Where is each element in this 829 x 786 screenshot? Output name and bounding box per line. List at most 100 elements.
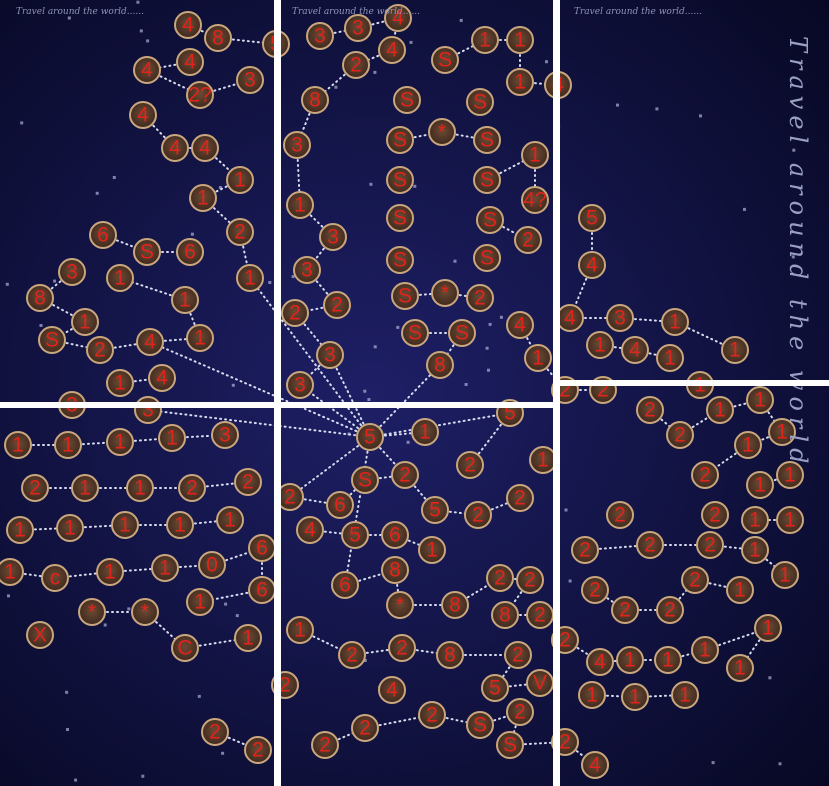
node-label: 1 xyxy=(679,684,691,707)
skill-node xyxy=(106,369,134,397)
node-label: 5 xyxy=(586,207,598,230)
node-label: 1 xyxy=(14,519,26,542)
node-label: 1 xyxy=(537,449,549,472)
skill-node xyxy=(671,681,699,709)
skill-node xyxy=(506,484,534,512)
node-label: S xyxy=(393,249,407,272)
skill-node xyxy=(393,86,421,114)
node-label: 1 xyxy=(742,434,754,457)
skill-node xyxy=(436,641,464,669)
skill-node xyxy=(293,256,321,284)
skill-node xyxy=(4,431,32,459)
node-label: S xyxy=(503,734,517,757)
skill-node xyxy=(776,461,804,489)
node-label: S xyxy=(45,329,59,352)
node-label: 1 xyxy=(754,389,766,412)
link xyxy=(344,569,396,586)
node-label: 2 xyxy=(689,569,701,592)
node-label: 1 xyxy=(194,591,206,614)
star xyxy=(74,778,78,782)
node-label: 3 xyxy=(66,261,78,284)
skill-node xyxy=(106,428,134,456)
link xyxy=(99,341,151,351)
skill-node xyxy=(696,531,724,559)
node-label: 2 xyxy=(559,731,571,754)
skill-node xyxy=(54,431,82,459)
star xyxy=(363,659,367,662)
node-label: 5 xyxy=(349,524,361,547)
node-label: S xyxy=(473,91,487,114)
node-label: 1 xyxy=(754,474,766,497)
node-label: c xyxy=(50,567,61,590)
node-label: 1 xyxy=(179,289,191,312)
skill-node xyxy=(306,22,334,50)
link xyxy=(369,364,441,438)
node-label: 5 xyxy=(504,402,516,425)
star xyxy=(453,259,457,263)
star xyxy=(197,694,201,698)
skill-node xyxy=(586,331,614,359)
node-label: 2 xyxy=(472,504,484,527)
node-label: S xyxy=(480,129,494,152)
skill-node xyxy=(691,636,719,664)
star xyxy=(218,186,222,189)
node-label: 2 xyxy=(514,487,526,510)
link xyxy=(369,436,406,476)
star xyxy=(499,315,503,319)
node-label: 2 xyxy=(359,717,371,740)
node-label: 3 xyxy=(327,226,339,249)
node-label: 8 xyxy=(389,559,401,582)
skill-node xyxy=(148,364,176,392)
skill-node xyxy=(178,474,206,502)
skill-node xyxy=(654,646,682,674)
skill-node xyxy=(726,576,754,604)
skill-node xyxy=(571,536,599,564)
skill-node xyxy=(701,501,729,529)
star xyxy=(190,232,194,236)
skill-node xyxy=(706,396,734,424)
skill-node xyxy=(473,244,501,272)
skill-node xyxy=(386,166,414,194)
skill-node xyxy=(776,506,804,534)
star xyxy=(66,728,69,731)
node-label: 1 xyxy=(114,372,126,395)
node-label: 1 xyxy=(586,684,598,707)
skill-node xyxy=(378,676,406,704)
node-label: 5 xyxy=(429,499,441,522)
link xyxy=(67,441,121,446)
skill-node xyxy=(656,596,684,624)
node-label: * xyxy=(441,282,449,305)
link xyxy=(299,384,371,438)
skill-node xyxy=(606,304,634,332)
link xyxy=(289,496,341,506)
node-label: S xyxy=(480,169,494,192)
skill-node xyxy=(578,681,606,709)
node-label: 4 xyxy=(386,679,398,702)
node-label: 6 xyxy=(256,537,268,560)
node-label: 5 xyxy=(364,426,376,449)
skill-node xyxy=(441,591,469,619)
node-label: 2 xyxy=(699,464,711,487)
header: Travel around the world...... xyxy=(292,7,420,17)
node-label: 3 xyxy=(614,307,626,330)
node-label: 1 xyxy=(762,617,774,640)
star xyxy=(112,176,116,179)
link xyxy=(351,647,403,656)
star xyxy=(743,207,746,211)
star xyxy=(136,0,140,4)
skill-node xyxy=(456,451,484,479)
node-label: 8 xyxy=(444,644,456,667)
skill-node xyxy=(171,634,199,662)
node-label: 2 xyxy=(29,477,41,500)
node-label: 2 xyxy=(186,477,198,500)
skill-node xyxy=(151,554,179,582)
skill-node xyxy=(216,506,244,534)
node-label: 1 xyxy=(749,539,761,562)
link xyxy=(289,436,371,498)
skill-node xyxy=(129,101,157,129)
star xyxy=(768,676,772,680)
star xyxy=(459,18,463,22)
skill-node xyxy=(71,474,99,502)
star xyxy=(127,607,131,611)
